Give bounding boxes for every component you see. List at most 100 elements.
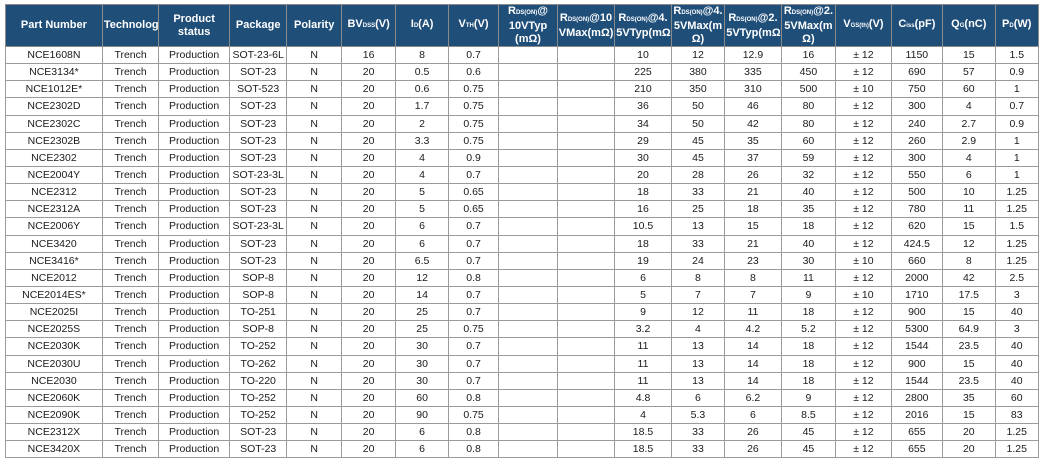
table-cell: 18 [780, 371, 837, 390]
column-header: RDS(ON)@10 VMax(mΩ) [556, 4, 616, 47]
table-cell: 0.5 [395, 63, 449, 82]
table-cell: 15 [942, 354, 996, 373]
table-cell: SOP-8 [228, 285, 288, 305]
table-cell: 6 [614, 268, 672, 287]
table-cell: N [286, 268, 342, 287]
column-header-post: (V) [375, 18, 390, 30]
table-cell: Production [158, 285, 230, 305]
table-cell: Production [158, 114, 230, 133]
table-cell: ± 12 [835, 63, 892, 82]
table-cell: 0.65 [447, 183, 500, 202]
table-row: NCE2090K Trench Production TO-252 N 20 90 0.75 4… [5, 405, 1040, 425]
table-cell: 2 [395, 114, 449, 133]
table-cell: N [286, 405, 342, 425]
table-cell: 0.8 [447, 440, 500, 459]
table-cell: N [286, 371, 342, 390]
table-cell: 20 [340, 405, 397, 425]
table-row: NCE2060K Trench Production TO-252 N 20 60 0.8 4.… [5, 388, 1040, 407]
column-header-sub: DS(ON) [681, 10, 703, 16]
table-cell: 1150 [890, 45, 944, 65]
table-cell [556, 251, 616, 270]
table-cell: 900 [890, 354, 944, 373]
table-cell: 20 [340, 80, 397, 99]
table-row: NCE2302B Trench Production SOT-23 N 20 3.3 0.75… [5, 131, 1040, 150]
table-row: NCE2025I Trench Production TO-251 N 20 25 0.7 9 1… [5, 303, 1040, 322]
table-cell [498, 234, 558, 253]
table-cell [498, 303, 558, 322]
mosfet-table-container: Part Number Technology Product status Packa… [5, 4, 1040, 459]
table-cell: 3.2 [614, 320, 672, 339]
table-cell: Production [158, 217, 230, 236]
table-cell: 80 [780, 114, 837, 133]
column-header-post: @4. 5VTyp(mΩ) [616, 11, 672, 39]
table-cell: Trench [101, 405, 160, 425]
table-cell: SOT-23 [228, 97, 288, 116]
table-cell: NCE2012 [5, 268, 103, 287]
table-cell: ± 12 [835, 217, 892, 236]
table-cell: 655 [890, 423, 944, 442]
table-row: NCE2312A Trench Production SOT-23 N 20 5 0.65 16… [5, 200, 1040, 219]
table-cell: N [286, 165, 342, 185]
table-cell: ± 12 [835, 114, 892, 133]
table-cell: N [286, 388, 342, 407]
table-cell [498, 131, 558, 150]
table-cell: SOT-23 [228, 440, 288, 459]
table-cell [556, 97, 616, 116]
table-cell: 0.8 [447, 268, 500, 287]
table-cell: N [286, 217, 342, 236]
table-cell: 30 [780, 251, 837, 270]
table-cell: 300 [890, 97, 944, 116]
table-cell: N [286, 285, 342, 305]
table-cell: SOT-23 [228, 423, 288, 442]
table-cell: ± 12 [835, 45, 892, 65]
table-cell: 50 [670, 114, 726, 133]
table-cell: Production [158, 251, 230, 270]
table-cell: SOT-23 [228, 131, 288, 150]
table-cell: 3.3 [395, 131, 449, 150]
table-cell: 0.7 [447, 303, 500, 322]
table-cell: N [286, 303, 342, 322]
table-cell [498, 114, 558, 133]
table-cell: 13 [670, 337, 726, 356]
table-cell: 310 [724, 80, 782, 99]
table-cell: 6 [670, 388, 726, 407]
table-cell: Trench [101, 114, 160, 133]
table-cell: NCE1608N [5, 45, 103, 65]
table-row: NCE3134* Trench Production SOT-23 N 20 0.5 0.6 2… [5, 63, 1040, 82]
table-cell: 12 [395, 268, 449, 287]
table-cell: Trench [101, 183, 160, 202]
table-cell: Trench [101, 200, 160, 219]
table-cell: SOT-23-6L [228, 45, 288, 65]
table-cell: 2016 [890, 405, 944, 425]
table-row: NCE1012E* Trench Production SOT-523 N 20 0.6 0.… [5, 80, 1040, 99]
table-cell: 18 [780, 303, 837, 322]
table-cell: 0.8 [447, 388, 500, 407]
column-header-label: Part Number [20, 19, 87, 31]
column-header-sub: TH [465, 23, 474, 29]
table-cell: 750 [890, 80, 944, 99]
table-row: NCE2312 Trench Production SOT-23 N 20 5 0.65 18 3… [5, 183, 1040, 202]
table-cell: 23 [724, 251, 782, 270]
column-header-post: @ 10VTyp (mΩ) [508, 5, 549, 46]
table-cell: NCE2302C [5, 114, 103, 133]
table-cell: ± 12 [835, 354, 892, 373]
table-cell: Production [158, 388, 230, 407]
column-header-post: (V) [473, 18, 489, 30]
table-cell: 225 [614, 63, 672, 82]
table-cell: NCE2312X [5, 423, 103, 442]
table-cell: 11 [780, 268, 837, 287]
table-row: NCE2302 Trench Production SOT-23 N 20 4 0.9 30 45… [5, 148, 1040, 167]
table-cell: Production [158, 303, 230, 322]
column-header-pre: R [783, 5, 792, 18]
table-cell: 0.8 [447, 423, 500, 442]
table-cell [556, 200, 616, 219]
table-cell: 1.25 [994, 440, 1040, 459]
table-cell: NCE3416* [5, 251, 103, 270]
table-cell: N [286, 354, 342, 373]
column-header: Package [228, 4, 288, 47]
table-cell: 6 [942, 165, 996, 185]
table-cell: 0.7 [447, 285, 500, 305]
table-row: NCE3416* Trench Production SOT-23 N 20 6.5 0.7 1… [5, 251, 1040, 270]
table-cell: 20 [340, 337, 397, 356]
table-cell [556, 268, 616, 287]
